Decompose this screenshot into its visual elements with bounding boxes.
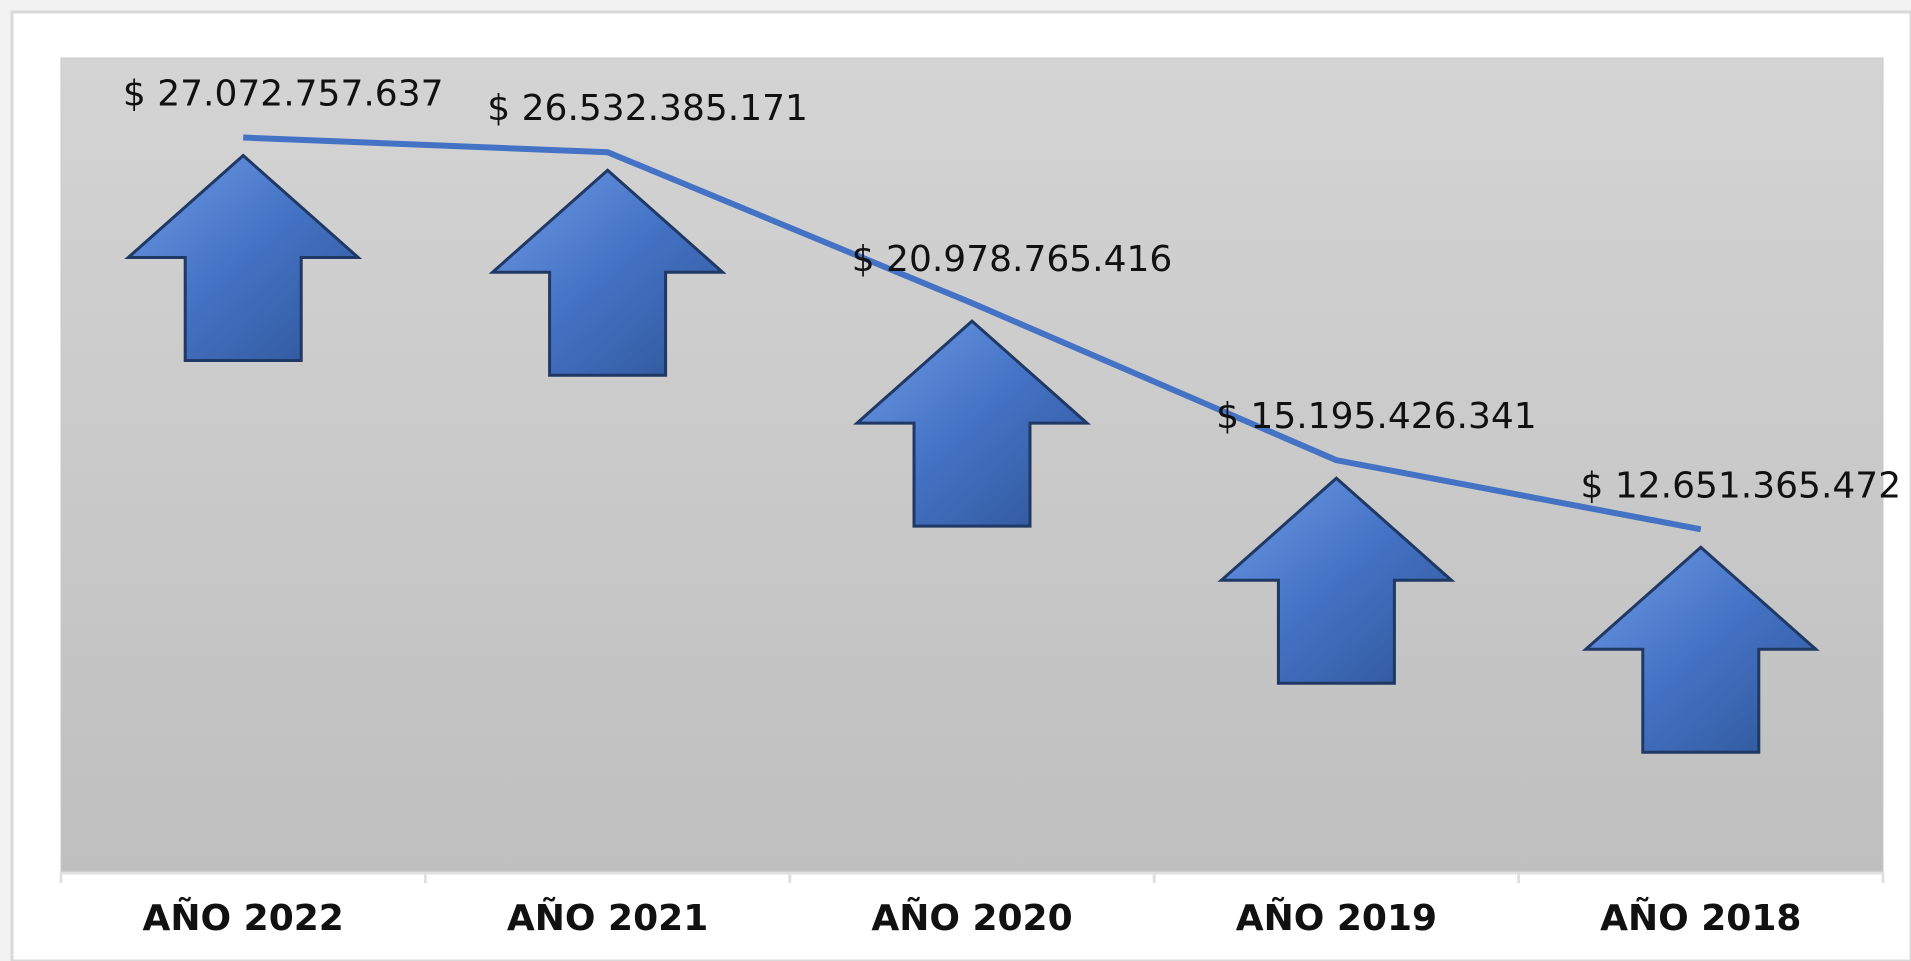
data-label: $ 15.195.426.341 — [1216, 396, 1537, 437]
arrow-marker — [1217, 476, 1456, 685]
arrow-marker — [853, 319, 1091, 528]
x-tick-label: AÑO 2020 — [871, 897, 1072, 939]
data-label: $ 20.978.765.416 — [852, 239, 1173, 280]
x-tick-label: AÑO 2022 — [143, 897, 344, 939]
x-tick-label: AÑO 2021 — [507, 897, 708, 939]
data-label: $ 12.651.365.472 — [1580, 465, 1901, 506]
arrow-marker — [488, 168, 727, 377]
data-line — [243, 134, 1702, 533]
x-tick-label: AÑO 2018 — [1600, 897, 1801, 939]
arrow-marker — [124, 153, 363, 363]
arrow-marker — [1581, 545, 1820, 754]
data-label: $ 26.532.385.171 — [487, 88, 808, 129]
x-tick-label: AÑO 2019 — [1236, 897, 1437, 939]
data-label: $ 27.072.757.637 — [123, 74, 444, 115]
